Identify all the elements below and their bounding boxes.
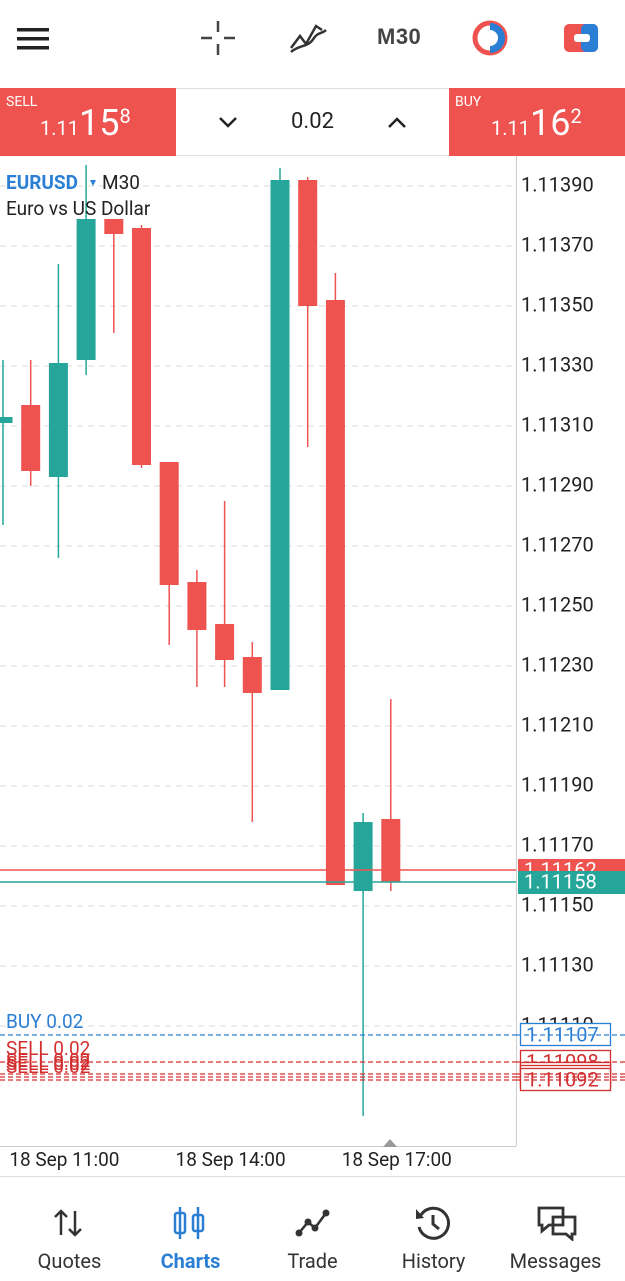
bid-price-box	[518, 871, 625, 894]
chart-description: Euro vs US Dollar	[6, 197, 151, 220]
nav-label: Messages	[509, 1249, 602, 1273]
nav-label: Charts	[160, 1249, 221, 1273]
nav-label: History	[401, 1249, 466, 1273]
y-tick-label: 1.11270	[521, 532, 594, 556]
volume-up[interactable]	[388, 117, 406, 128]
y-tick-label: 1.11290	[521, 472, 594, 496]
price-small: 8	[119, 104, 131, 128]
nav-label: Quotes	[37, 1249, 102, 1273]
order-label: SELL 0.02	[6, 1052, 90, 1075]
buy-price: 1.11162	[491, 102, 582, 144]
y-tick-label: 1.11350	[521, 292, 594, 316]
candle-body	[242, 657, 262, 693]
candle-body	[159, 462, 179, 585]
price-big: 16	[530, 102, 571, 144]
candle-body	[104, 219, 124, 234]
price-big: 15	[79, 102, 120, 144]
nav-icon	[173, 1207, 205, 1239]
bid-price-label: 1.11158	[524, 869, 597, 893]
candle-body	[325, 300, 345, 885]
nav-item[interactable]: History	[371, 1177, 496, 1281]
top-bar: M30	[0, 0, 625, 80]
order-price-label: 1.11107	[526, 1022, 599, 1046]
crosshair-button[interactable]	[201, 21, 235, 55]
candle-body	[21, 405, 41, 471]
nav-icon	[537, 1206, 577, 1241]
sell-price: 1.11158	[40, 102, 131, 144]
price-prefix: 1.11	[491, 116, 530, 140]
menu-button[interactable]	[17, 28, 49, 50]
sell-label: SELL	[6, 94, 38, 110]
symbol-dropdown[interactable]	[90, 180, 96, 186]
one-click-button[interactable]	[472, 20, 508, 56]
y-tick-label: 1.11150	[521, 892, 594, 916]
candle-body	[132, 228, 151, 465]
grid	[0, 185, 516, 1027]
candle-body	[0, 417, 13, 423]
trade-panel: SELL 1.11158 0.02 BUY 1.11162	[0, 88, 625, 156]
y-tick-label: 1.11370	[521, 232, 594, 256]
y-tick-label: 1.11210	[521, 712, 594, 736]
toolbar-icons	[17, 20, 598, 56]
candle-body	[353, 822, 373, 891]
nav-item[interactable]: Quotes	[7, 1177, 132, 1281]
chart-symbol[interactable]: EURUSD	[6, 171, 78, 194]
y-tick-label: 1.11190	[521, 772, 594, 796]
nav-label: Trade	[287, 1249, 338, 1273]
time-scroll-marker	[383, 1139, 397, 1147]
candle-body	[215, 624, 235, 660]
nav-icon	[416, 1206, 451, 1240]
candle-body	[298, 180, 318, 306]
nav-item[interactable]: Trade	[250, 1177, 375, 1281]
nav-icon	[295, 1209, 330, 1237]
nav-item[interactable]: Charts	[128, 1177, 253, 1281]
sell-button[interactable]: SELL 1.11158	[0, 88, 176, 156]
volume-control: 0.02	[176, 88, 449, 156]
candle-body	[76, 219, 96, 360]
candle-body	[48, 363, 68, 477]
y-tick-label: 1.11130	[521, 952, 594, 976]
chart-timeframe: M30	[102, 171, 140, 194]
buy-label: BUY	[455, 94, 482, 110]
y-tick-label: 1.11250	[521, 592, 594, 616]
price-chart: 1.11390 1.11370 1.11350 1.11330 1.11310 1.112…	[0, 156, 625, 1171]
buy-button[interactable]: BUY 1.11162	[449, 88, 625, 156]
x-tick-label: 18 Sep 17:00	[342, 1148, 452, 1171]
trade-button[interactable]	[564, 24, 598, 52]
order-label: SELL 0.02	[6, 1037, 90, 1060]
x-tick-label: 18 Sep 14:00	[176, 1148, 286, 1171]
order-label: SELL 0.02	[6, 1049, 90, 1072]
volume-down[interactable]	[219, 117, 237, 128]
candle-body	[270, 180, 290, 690]
y-tick-label: 1.11230	[521, 652, 594, 676]
candle-body	[381, 819, 401, 882]
x-tick-label: 18 Sep 11:00	[9, 1148, 119, 1171]
volume-arrows	[219, 117, 406, 128]
price-prefix: 1.11	[40, 116, 79, 140]
nav-item[interactable]: Messages	[493, 1177, 618, 1281]
order-label: BUY 0.02	[6, 1010, 83, 1033]
y-tick-label: 1.11170	[521, 832, 594, 856]
bottom-nav: Quotes Charts Trade History Messages	[0, 1176, 625, 1281]
price-small: 2	[570, 104, 582, 128]
order-price-label: 1.11092	[526, 1067, 599, 1091]
indicators-button[interactable]	[290, 24, 327, 53]
y-tick-label: 1.11390	[521, 172, 594, 196]
nav-icon	[54, 1209, 82, 1237]
y-tick-label: 1.11330	[521, 352, 594, 376]
timeframe-button[interactable]: M30	[377, 24, 422, 49]
candle-body	[187, 582, 207, 630]
plot-area	[0, 165, 516, 1116]
volume-value[interactable]: 0.02	[291, 109, 334, 134]
y-tick-label: 1.11310	[521, 412, 594, 436]
price-axis: 1.11390 1.11370 1.11350 1.11330 1.11310 1.112…	[518, 172, 625, 1091]
order-label: SELL 0.02	[6, 1055, 90, 1078]
